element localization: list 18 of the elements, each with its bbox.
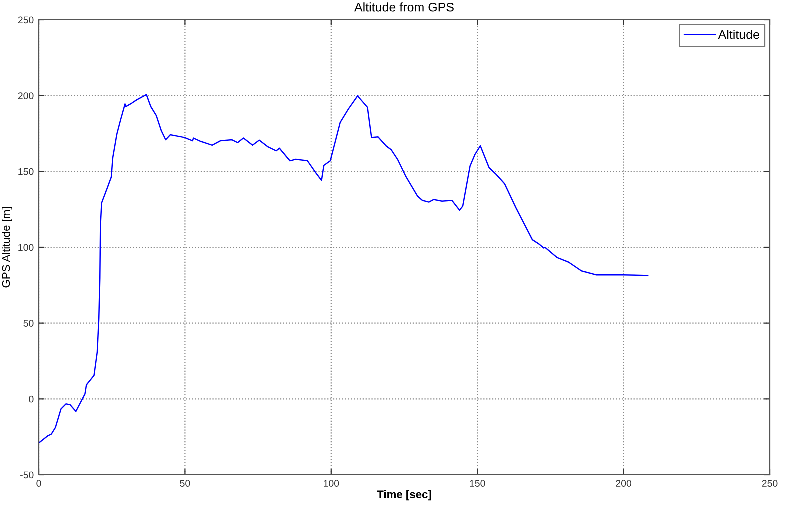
y-axis-title: GPS Altitude [m] (2, 208, 12, 288)
x-tick-label: 50 (180, 480, 190, 487)
legend-label: Altitude (718, 30, 760, 40)
y-tick-label: 150 (18, 168, 34, 176)
x-axis-title: Time [sec] (377, 490, 432, 501)
y-tick-label: 200 (18, 92, 34, 100)
chart-title: Altitude from GPS (354, 2, 454, 12)
x-tick-label: 100 (324, 480, 340, 487)
y-tick-label: 0 (29, 396, 34, 403)
x-tick-label: 200 (616, 480, 632, 487)
line-series (39, 94, 649, 444)
y-tick-label: -50 (20, 472, 34, 479)
x-tick-label: 0 (36, 480, 42, 487)
y-tick-label: 250 (18, 16, 34, 24)
y-tick-label: 100 (18, 244, 34, 252)
y-tick-label: 50 (24, 320, 34, 327)
x-tick-label: 250 (762, 480, 778, 487)
x-tick-label: 150 (470, 480, 486, 487)
